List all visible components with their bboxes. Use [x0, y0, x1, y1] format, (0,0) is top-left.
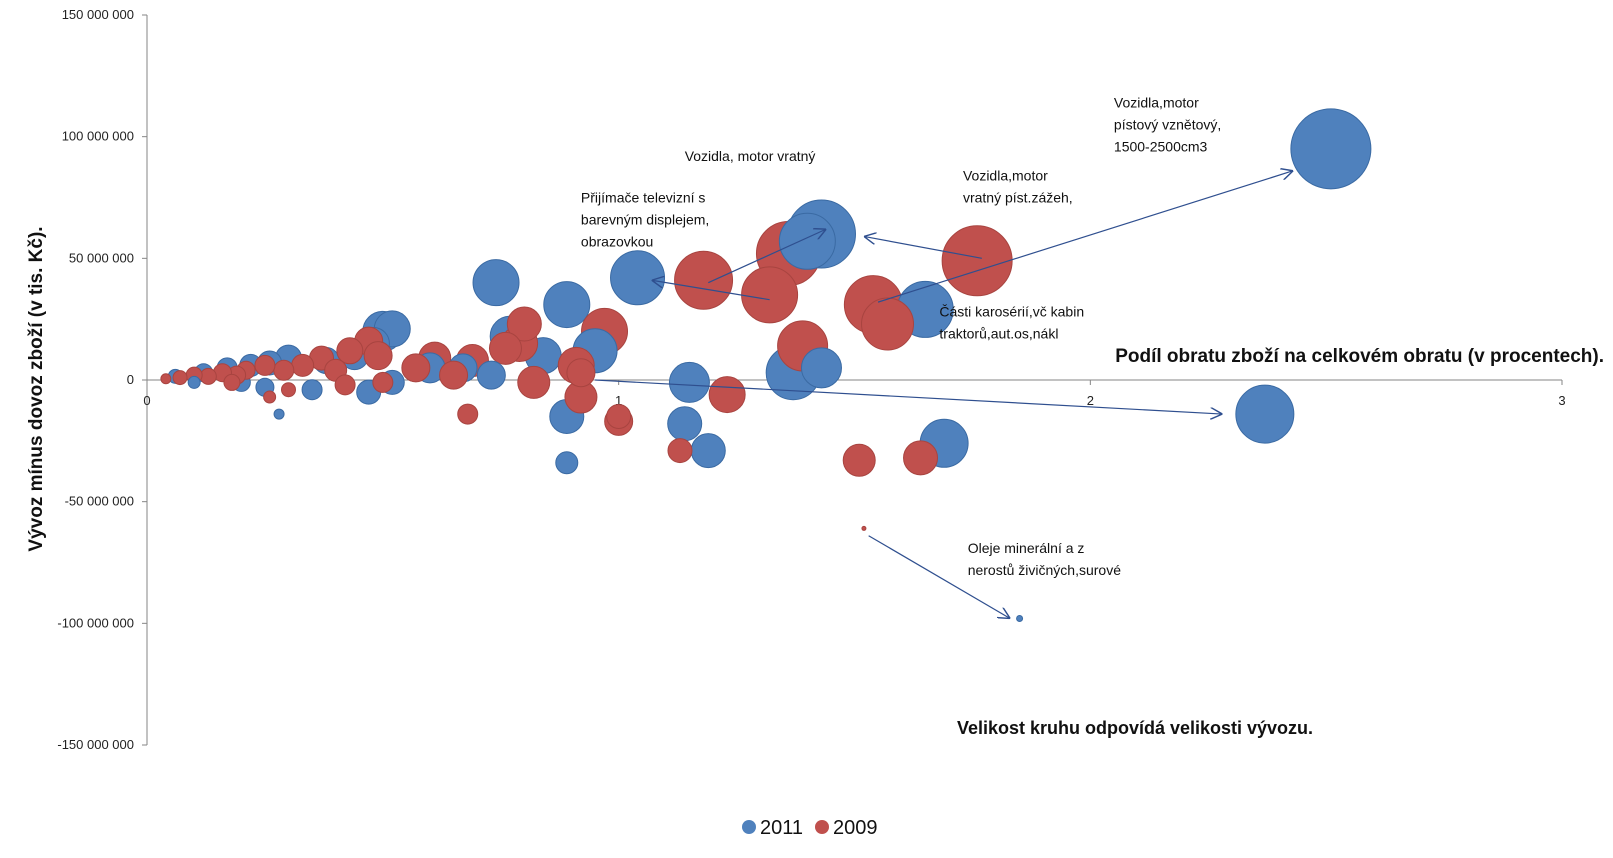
- bubble-2011: [187, 375, 201, 389]
- bubble-2011: [778, 212, 836, 270]
- bubble-2009: [281, 382, 296, 398]
- bubbles-layer: [160, 108, 1372, 622]
- bubble-2009: [199, 367, 217, 385]
- y-tick-label: 0: [127, 372, 134, 387]
- bubble-2009: [172, 370, 188, 386]
- bubble-2009: [941, 225, 1013, 297]
- y-tick-label: 100 000 000: [62, 129, 134, 144]
- y-tick-label: -150 000 000: [57, 737, 134, 752]
- legend: 2011 2009: [742, 817, 878, 839]
- annotation-arrow: [864, 236, 982, 259]
- bubble-2011: [690, 433, 726, 469]
- bubble-2009: [517, 365, 551, 399]
- bubble-2011: [543, 281, 591, 329]
- annotations-layer: Vozidla,motor pístový vznětový, 1500-2500c…: [581, 94, 1293, 618]
- x-tick-group: 0 1 2 3: [143, 380, 1566, 408]
- x-tick-label: 1: [615, 393, 622, 408]
- y-tick-label: -100 000 000: [57, 615, 134, 630]
- annotation-label: Oleje minerální a z nerostů živičných,sur…: [968, 540, 1122, 578]
- annotation-label: Přijímače televizní s barevným displejem,…: [581, 189, 709, 249]
- bubble-2011: [1235, 384, 1295, 444]
- y-tick-label: -50 000 000: [65, 494, 134, 509]
- bubble-2009: [273, 359, 295, 381]
- bubble-2011: [472, 259, 520, 307]
- legend-marker-2009: [815, 820, 829, 834]
- bubble-2009: [291, 353, 315, 377]
- annotation-label: Vozidla, motor vratný: [685, 148, 816, 164]
- bubble-2009: [263, 390, 277, 404]
- bubble-2009: [254, 354, 276, 376]
- bubble-2011: [800, 347, 842, 389]
- annotation-arrow: [652, 280, 770, 301]
- bubble-2009: [439, 360, 469, 390]
- x-tick-label: 3: [1558, 393, 1565, 408]
- legend-label-2009: 2009: [833, 817, 878, 839]
- bubble-2011: [476, 360, 506, 390]
- bubble-2011: [1016, 614, 1024, 622]
- annotation-arrow: [877, 171, 1293, 303]
- bubble-2009: [363, 341, 393, 371]
- bubble-2009: [667, 438, 693, 464]
- bubble-size-note: Velikost kruhu odpovídá velikosti vývozu…: [957, 718, 1313, 738]
- bubble-2009: [160, 373, 172, 385]
- bubble-2009: [223, 373, 241, 391]
- bubble-2011: [1290, 108, 1372, 190]
- legend-label-2011: 2011: [760, 817, 803, 839]
- bubble-2009: [566, 358, 596, 388]
- bubble-2009: [741, 266, 799, 324]
- bubble-2009: [457, 403, 479, 425]
- bubble-2009: [861, 297, 915, 351]
- bubble-2011: [555, 451, 579, 475]
- x-tick-label: 0: [143, 393, 150, 408]
- bubble-2009: [708, 376, 746, 414]
- bubble-2009: [334, 374, 356, 396]
- bubble-2009: [401, 353, 431, 383]
- y-tick-label: 50 000 000: [69, 250, 134, 265]
- x-axis-title: Podíl obratu zboží na celkovém obratu (v…: [1115, 346, 1604, 367]
- bubble-2011: [610, 250, 666, 306]
- bubble-2009: [674, 250, 734, 310]
- bubble-2009: [861, 525, 867, 531]
- legend-marker-2011: [742, 820, 756, 834]
- annotation-label: Části karosérií,vč kabin traktorů,aut.os,…: [939, 304, 1084, 342]
- bubble-2011: [301, 379, 323, 401]
- bubble-2009: [372, 371, 394, 393]
- y-tick-group: 150 000 000 100 000 000 50 000 000 0 -50 000…: [57, 7, 147, 752]
- bubble-2009: [606, 404, 632, 429]
- x-tick-label: 2: [1087, 393, 1094, 408]
- bubble-2011: [273, 408, 285, 420]
- bubble-2009: [903, 440, 939, 476]
- annotation-arrow: [595, 379, 1222, 414]
- annotation-arrow: [708, 229, 826, 284]
- bubble-2011: [667, 406, 703, 442]
- annotation-label: Vozidla,motor pístový vznětový, 1500-2500c…: [1114, 94, 1221, 154]
- y-tick-label: 150 000 000: [62, 7, 134, 22]
- y-axis-title: Vývoz mínus dovoz zboží (v tis. Kč).: [26, 226, 47, 551]
- bubble-2009: [488, 331, 522, 365]
- annotation-label: Vozidla,motor vratný píst.zážeh,: [963, 167, 1073, 205]
- bubble-2009: [506, 306, 542, 342]
- annotation-arrow: [868, 535, 1011, 619]
- bubble-2009: [842, 443, 876, 477]
- bubble-2011: [668, 361, 710, 403]
- bubble-2009: [336, 337, 364, 365]
